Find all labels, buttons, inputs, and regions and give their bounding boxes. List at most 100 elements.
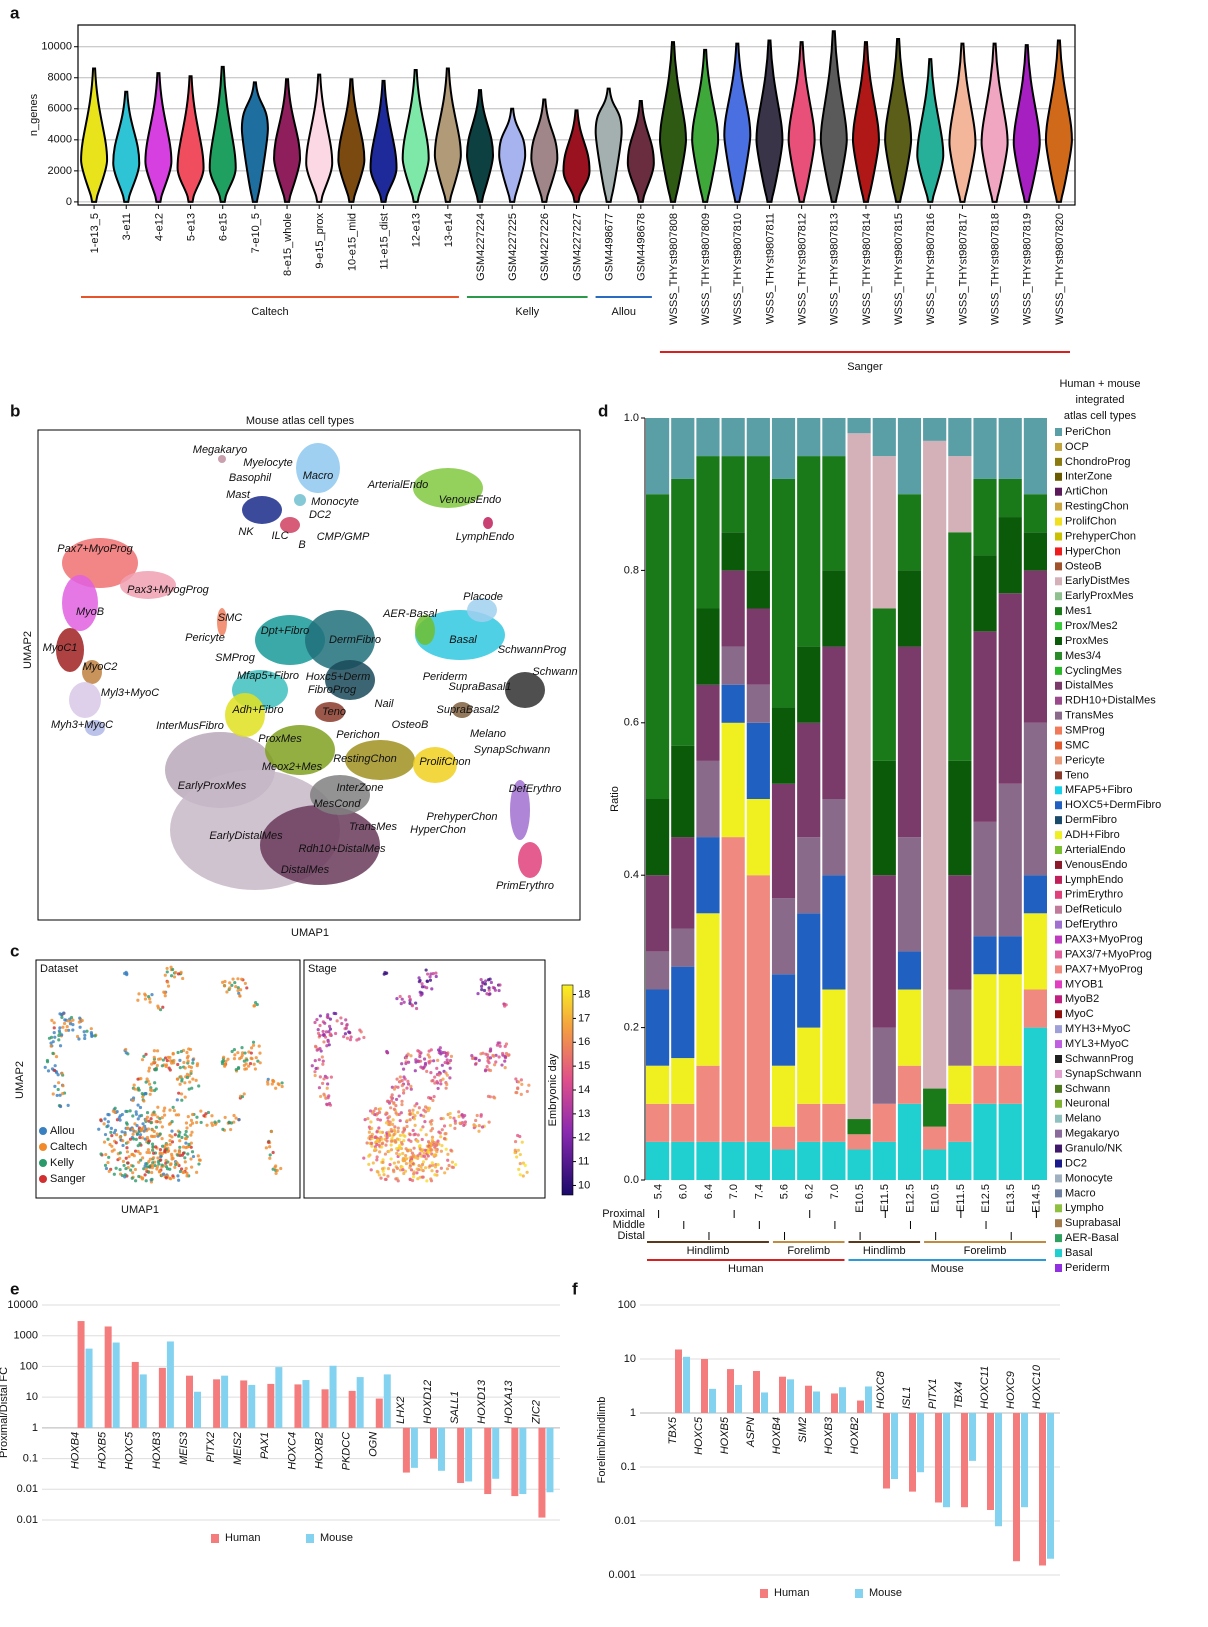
- cell-dot: [408, 1112, 412, 1116]
- bar: [85, 1348, 93, 1428]
- cell-dot: [513, 1151, 517, 1155]
- cell-dot: [425, 1179, 429, 1183]
- cell-cluster: [255, 615, 325, 665]
- cell-dot: [49, 1035, 54, 1039]
- cell-dot: [399, 1002, 403, 1006]
- cell-dot: [407, 1109, 412, 1113]
- cell-cluster: [62, 575, 98, 631]
- cell-dot: [236, 977, 240, 981]
- cell-dot: [127, 1155, 131, 1159]
- cell-dot: [161, 1005, 165, 1009]
- cluster-label: SynapSchwann: [474, 744, 550, 756]
- legend-swatch: [1055, 920, 1062, 929]
- bar-segment: [771, 783, 796, 899]
- bar-segment: [771, 418, 796, 479]
- cell-dot: [155, 1132, 159, 1136]
- cell-cluster: [413, 747, 457, 783]
- cell-dot: [67, 1028, 71, 1032]
- legend-swatch: [1055, 771, 1062, 780]
- cell-dot: [134, 1137, 138, 1142]
- cell-dot: [185, 1075, 190, 1080]
- cell-dot: [53, 1084, 57, 1088]
- cell-dot: [110, 1149, 114, 1153]
- cell-dot: [136, 1149, 140, 1154]
- cell-dot: [195, 1064, 199, 1068]
- cell-dot: [130, 1176, 134, 1180]
- cell-dot: [367, 1162, 371, 1166]
- legend-label: Mouse: [869, 1587, 902, 1599]
- group-label: Caltech: [251, 306, 288, 318]
- bar: [779, 1376, 786, 1413]
- x-tick-label: ZIC2: [530, 1400, 542, 1425]
- cell-dot: [392, 1102, 396, 1106]
- cell-dot: [313, 1020, 317, 1025]
- bar: [538, 1427, 546, 1518]
- x-tick-label: E11.5: [879, 1184, 891, 1212]
- cell-dot: [375, 1155, 379, 1159]
- x-tick-label: HOXC5: [124, 1431, 136, 1470]
- legend-swatch: [855, 1589, 863, 1598]
- cell-dot: [220, 1061, 225, 1066]
- violin: [755, 39, 784, 203]
- cell-dot: [148, 1000, 152, 1004]
- cell-dot: [160, 1144, 165, 1148]
- y-tick-label: 4000: [48, 134, 72, 146]
- cell-dot: [367, 1130, 371, 1134]
- cell-dot: [373, 1135, 377, 1140]
- cell-dot: [183, 1136, 188, 1141]
- legend-swatch: [1055, 1025, 1062, 1034]
- cell-dot: [224, 1059, 228, 1063]
- cell-dot: [229, 1127, 233, 1132]
- cell-dot: [202, 1114, 206, 1118]
- cluster-label: MyoB: [76, 606, 104, 618]
- cell-dot: [113, 1128, 118, 1132]
- cell-dot: [487, 988, 491, 992]
- cell-dot: [388, 1163, 392, 1167]
- cell-dot: [449, 1054, 454, 1058]
- bar-segment: [872, 418, 896, 457]
- cell-dot: [63, 1018, 67, 1022]
- cell-dot: [183, 1133, 187, 1137]
- cell-dot: [251, 1040, 256, 1044]
- cell-dot: [439, 1082, 443, 1086]
- cell-dot: [389, 1127, 393, 1132]
- cell-dot: [434, 1148, 438, 1152]
- bar-segment: [746, 875, 770, 1142]
- bar: [158, 1367, 166, 1428]
- bar: [112, 1342, 120, 1428]
- cell-dot: [442, 1124, 447, 1128]
- cell-dot: [197, 1084, 201, 1088]
- legend-swatch: [1055, 965, 1062, 974]
- cell-dot: [54, 1055, 59, 1059]
- cell-dot: [272, 1079, 276, 1084]
- cell-dot: [415, 1167, 419, 1171]
- bar: [943, 1413, 950, 1508]
- legend-label: SMC: [1065, 739, 1090, 751]
- cell-dot: [401, 1158, 405, 1162]
- bar: [221, 1375, 229, 1428]
- cell-dot: [440, 1144, 444, 1148]
- cell-dot: [239, 988, 243, 992]
- cell-dot: [160, 1125, 164, 1129]
- cell-dot: [145, 1077, 149, 1081]
- cell-dot: [254, 1056, 258, 1060]
- cell-dot: [187, 1087, 191, 1091]
- cell-dot: [160, 1064, 164, 1068]
- cell-dot: [493, 1096, 497, 1100]
- cell-dot: [412, 1172, 416, 1176]
- cluster-label: ProlifChon: [419, 756, 470, 768]
- cell-dot: [413, 1132, 417, 1136]
- cell-dot: [383, 1152, 388, 1156]
- cell-dot: [196, 1154, 200, 1158]
- x-tick-label: WSSS_THYst9807810: [732, 213, 744, 325]
- cell-dot: [143, 992, 147, 996]
- cell-dot: [396, 1126, 400, 1130]
- cell-dot: [378, 1130, 382, 1134]
- cluster-label: HyperChon: [410, 824, 466, 836]
- violin: [787, 41, 816, 203]
- cell-dot: [150, 1166, 154, 1170]
- cell-dot: [429, 1096, 433, 1100]
- legend-swatch: [1055, 831, 1062, 840]
- cluster-label: LymphEndo: [456, 531, 515, 543]
- bar-segment: [822, 456, 846, 571]
